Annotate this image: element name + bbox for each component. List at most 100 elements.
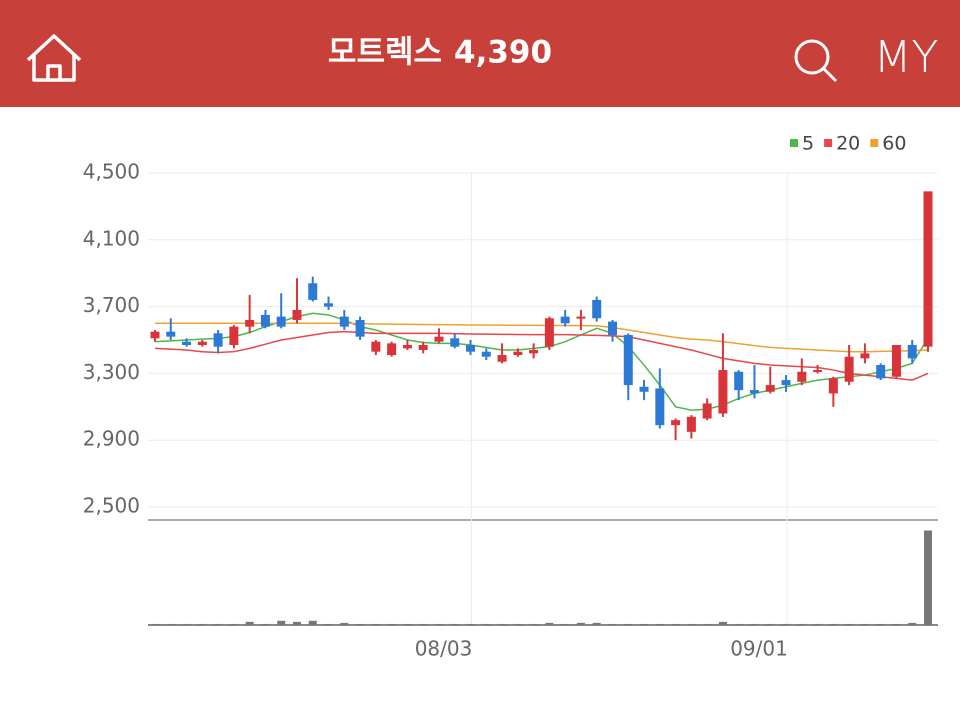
volume-bar: [687, 623, 696, 625]
volume-bar: [750, 623, 759, 625]
volume-bar: [371, 623, 380, 625]
volume-bar: [576, 622, 585, 625]
candle-body: [355, 319, 365, 337]
legend-label: 5: [802, 133, 814, 155]
candle-body: [481, 351, 491, 357]
volume-bar: [482, 623, 491, 625]
candle-body: [828, 378, 838, 394]
volume-bar: [829, 623, 838, 625]
candle-body: [402, 345, 412, 349]
candle-body: [371, 341, 381, 352]
volume-bar: [166, 623, 175, 625]
legend-swatch: [870, 139, 879, 147]
candle-body: [276, 316, 286, 327]
volume-bar: [703, 623, 712, 625]
candle-body: [749, 390, 759, 394]
x-tick-label: 09/01: [730, 637, 788, 661]
legend-swatch: [790, 139, 798, 147]
legend-swatch: [824, 139, 833, 147]
candle-body: [765, 385, 775, 392]
candle-body: [876, 365, 886, 379]
candle-body: [813, 370, 823, 373]
volume-bar: [845, 623, 854, 625]
volume-bar: [892, 623, 901, 625]
volume-bar: [876, 623, 885, 625]
legend-label: 20: [836, 133, 860, 155]
volume-bar: [340, 622, 349, 625]
volume-bar: [198, 623, 207, 625]
volume-bar: [214, 623, 223, 625]
candle-body: [734, 371, 744, 391]
candle-body: [260, 314, 270, 327]
volume-bar: [734, 623, 743, 625]
candle-body: [229, 326, 239, 346]
candle-body: [529, 350, 539, 354]
candle-body: [544, 318, 554, 347]
volume-bar: [151, 623, 159, 625]
volume-bar: [434, 623, 443, 625]
candle-body: [623, 334, 633, 386]
candle-body: [891, 345, 901, 377]
candle-body: [292, 309, 302, 320]
candle-body: [197, 341, 207, 346]
volume-bar: [624, 623, 633, 625]
candle-body: [655, 388, 665, 426]
candle-body: [182, 341, 192, 346]
volume-bar: [245, 621, 254, 625]
y-tick-label: 2,500: [83, 494, 140, 518]
y-tick-label: 3,700: [83, 293, 140, 317]
y-tick-label: 4,100: [83, 226, 140, 250]
volume-bar: [292, 621, 301, 625]
volume-bar: [513, 623, 522, 625]
volume-bar: [308, 620, 317, 625]
search-button[interactable]: [794, 39, 838, 83]
y-tick-label: 3,300: [83, 360, 140, 384]
volume-bar: [813, 623, 822, 625]
candle-body: [466, 345, 476, 352]
volume-bar: [450, 623, 459, 625]
volume-bar: [655, 623, 664, 625]
volume-bar: [924, 530, 932, 625]
volume-bar: [718, 621, 727, 625]
volume-bar: [797, 623, 806, 625]
moving-average-line: [154, 312, 929, 411]
volume-bar: [592, 622, 601, 625]
volume-bar: [356, 623, 365, 625]
x-tick-label: 08/03: [415, 637, 473, 661]
stock-name: 모트렉스: [328, 35, 442, 71]
moving-average-line: [154, 330, 929, 381]
candle-body: [702, 403, 712, 419]
volume-bar: [419, 623, 428, 625]
candle-body: [434, 336, 444, 342]
legend-label: 60: [882, 133, 906, 155]
candle-body: [844, 356, 854, 382]
candle-body: [923, 191, 933, 347]
y-tick-label: 4,500: [83, 160, 140, 184]
candle-body: [308, 283, 318, 300]
volume-bar: [466, 623, 475, 625]
candle-body: [860, 353, 870, 359]
candle-body: [781, 380, 791, 386]
volume-bar: [403, 623, 412, 625]
volume-bar: [860, 623, 869, 625]
candle-body: [387, 343, 397, 356]
candle-body: [339, 316, 349, 327]
volume-bar: [529, 623, 538, 625]
volume-bar: [561, 623, 570, 625]
volume-bar: [640, 623, 649, 625]
candle-body: [560, 316, 570, 324]
volume-bar: [324, 623, 333, 625]
candle-body: [592, 299, 602, 319]
volume-bar: [608, 623, 617, 625]
home-button[interactable]: [26, 34, 82, 82]
my-button[interactable]: MY: [874, 32, 939, 83]
volume-bar: [545, 622, 554, 625]
candle-body: [245, 319, 255, 327]
candle-body: [718, 370, 728, 414]
candle-body: [497, 355, 507, 362]
volume-bar: [766, 623, 775, 625]
volume-bar: [671, 623, 680, 625]
candle-body: [513, 351, 523, 356]
stock-price: 4,390: [454, 35, 552, 71]
